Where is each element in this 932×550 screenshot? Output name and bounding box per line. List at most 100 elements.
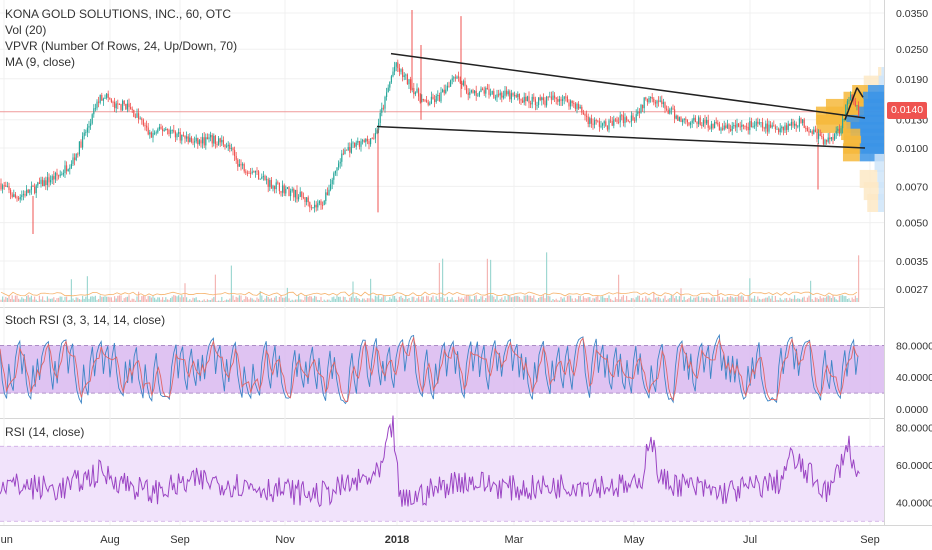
volume-bar [507, 295, 509, 302]
volume-bar [594, 298, 596, 302]
volume-bar [275, 295, 277, 302]
candle-body [85, 132, 87, 134]
volume-bar [307, 297, 309, 302]
candle-body [675, 115, 677, 119]
candle-body [608, 120, 610, 130]
candle-body [208, 137, 210, 140]
rsi-tick-label: 60.0000 [896, 460, 932, 472]
candle-body [14, 194, 16, 198]
candle-body [491, 91, 493, 94]
volume-bar [760, 299, 762, 302]
stoch-rsi-pane [0, 333, 884, 405]
candle-body [434, 99, 436, 102]
volume-bar [120, 295, 122, 302]
candle-body [262, 176, 264, 177]
candle-body [794, 123, 796, 126]
volume-bar [339, 296, 341, 302]
volume-bar [845, 296, 847, 302]
candle-body [629, 121, 631, 123]
volume-bar [37, 300, 39, 302]
candle-body [542, 97, 544, 101]
candle-body [114, 102, 116, 109]
candle-body [8, 186, 10, 190]
volume-bar [64, 296, 66, 302]
candle-body [341, 153, 343, 162]
candle-body [54, 172, 56, 180]
volume-bar [418, 296, 420, 302]
candle-body [658, 100, 660, 102]
candle-body [544, 100, 546, 106]
candle-body [690, 122, 692, 125]
volume-bar [717, 289, 719, 302]
volume-bar [690, 296, 692, 302]
candle-body [413, 88, 415, 95]
rsi-legend[interactable]: RSI (14, close) [5, 424, 84, 440]
candle-body [346, 149, 348, 151]
candle-body [98, 101, 100, 103]
volume-bar [750, 298, 752, 302]
candle-body [528, 96, 530, 104]
time-tick-label: Mar [505, 534, 524, 546]
candle-body [662, 102, 664, 105]
candle-body [653, 98, 655, 103]
volume-bar [621, 296, 623, 302]
candle-body [680, 117, 682, 122]
volume-bar [515, 295, 517, 302]
candle-body [45, 180, 47, 186]
candle-body [213, 135, 215, 144]
stoch-legend[interactable]: Stoch RSI (3, 3, 14, 14, close) [5, 312, 165, 328]
volume-bar [112, 300, 114, 302]
rsi-pane [0, 415, 884, 522]
candle-body [77, 153, 79, 155]
candle-body [442, 89, 444, 93]
volume-bar [18, 298, 20, 302]
candle-body [619, 115, 621, 123]
candle-body [813, 129, 815, 134]
candle-body [104, 97, 106, 99]
candle-body [685, 118, 687, 120]
candle-body [845, 104, 847, 119]
candle-body [514, 94, 516, 96]
candle-body [762, 122, 764, 128]
symbol-title[interactable]: KONA GOLD SOLUTIONS, INC., 60, OTC [5, 7, 232, 21]
ma-legend[interactable]: MA (9, close) [5, 55, 76, 69]
candle-body [624, 117, 626, 123]
trendlines[interactable] [376, 52, 866, 149]
volume-bar [104, 296, 106, 302]
volume-bar [610, 298, 612, 302]
volume-bar [269, 298, 271, 302]
volume-bar [504, 296, 506, 302]
volume-bar [19, 299, 21, 302]
candle-body [730, 129, 732, 131]
volume-bar [531, 297, 533, 302]
candle-body [688, 122, 690, 125]
volume-bar [13, 299, 15, 302]
volume-bar [701, 296, 703, 302]
candle-body [622, 115, 624, 123]
candle-body [70, 163, 72, 168]
volume-bar [235, 296, 237, 302]
volume-bar [142, 295, 144, 302]
candle-body [26, 189, 28, 196]
volume-bar [6, 297, 8, 302]
candle-body [344, 149, 346, 155]
volume-bar [547, 295, 549, 302]
time-tick-label: Nov [275, 534, 295, 546]
volume-bar [126, 296, 128, 302]
candle-body [576, 103, 578, 109]
volume-bar [472, 299, 474, 302]
candle-body [226, 146, 228, 148]
vol-legend[interactable]: Vol (20) [5, 23, 47, 37]
candle-body [546, 96, 548, 106]
volume-bar [134, 300, 136, 302]
volume-bar [757, 296, 759, 302]
candle-body [158, 126, 160, 130]
candle-body [811, 131, 813, 134]
vpvr-legend[interactable]: VPVR (Number Of Rows, 24, Up/Down, 70) [5, 39, 238, 53]
volume-bar [744, 299, 746, 302]
volume-bar [358, 298, 360, 302]
volume-bar [582, 296, 584, 302]
volume-bar [502, 299, 504, 302]
volume-bar [368, 298, 370, 302]
